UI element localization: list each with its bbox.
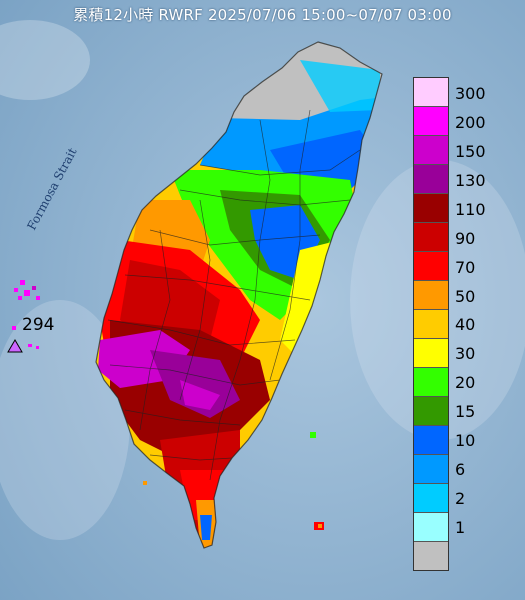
legend-label: 15	[455, 402, 476, 422]
legend-swatch	[414, 542, 448, 570]
legend-label: 200	[455, 112, 486, 132]
legend-label: 20	[455, 373, 476, 393]
legend-label: 150	[455, 141, 486, 161]
legend-swatch	[414, 368, 448, 397]
legend-label: 300	[455, 83, 486, 103]
taiwan-island	[96, 42, 382, 548]
map-title: 累積12小時 RWRF 2025/07/06 15:00~07/07 03:00	[73, 6, 452, 24]
legend-label: 90	[455, 228, 476, 248]
triangle-marker-icon	[7, 339, 23, 353]
offshore-islands	[143, 432, 324, 530]
legend-label: 6	[455, 460, 466, 480]
legend-swatch	[414, 397, 448, 426]
legend-swatch	[414, 194, 448, 223]
legend-label: 40	[455, 315, 476, 335]
legend-swatch	[414, 455, 448, 484]
legend-swatch	[414, 252, 448, 281]
legend-labels: 300 200 150 130 110 90 70 50 40 30 20 15 10 6 2 1	[455, 77, 515, 569]
legend-label	[455, 540, 515, 569]
legend-swatch	[414, 165, 448, 194]
legend-label: 130	[455, 170, 486, 190]
legend-swatch	[414, 78, 448, 107]
legend-swatch	[414, 513, 448, 542]
legend-label: 1	[455, 518, 466, 537]
legend-label: 110	[455, 199, 486, 219]
penghu-rain-patch	[12, 280, 40, 349]
legend-swatch	[414, 107, 448, 136]
legend-swatch	[414, 223, 448, 252]
legend-label: 30	[455, 344, 476, 364]
legend-swatch	[414, 136, 448, 165]
legend-label: 2	[455, 489, 466, 509]
max-rainfall-value: 294	[22, 315, 55, 335]
legend-label: 10	[455, 431, 476, 451]
legend-label: 50	[455, 286, 476, 306]
legend-swatch	[414, 281, 448, 310]
legend-swatch	[414, 339, 448, 368]
legend-label: 70	[455, 257, 476, 277]
color-legend	[413, 77, 449, 571]
legend-swatch	[414, 310, 448, 339]
boundary-lines	[95, 41, 383, 549]
legend-swatch	[414, 426, 448, 455]
legend-swatch	[414, 484, 448, 513]
